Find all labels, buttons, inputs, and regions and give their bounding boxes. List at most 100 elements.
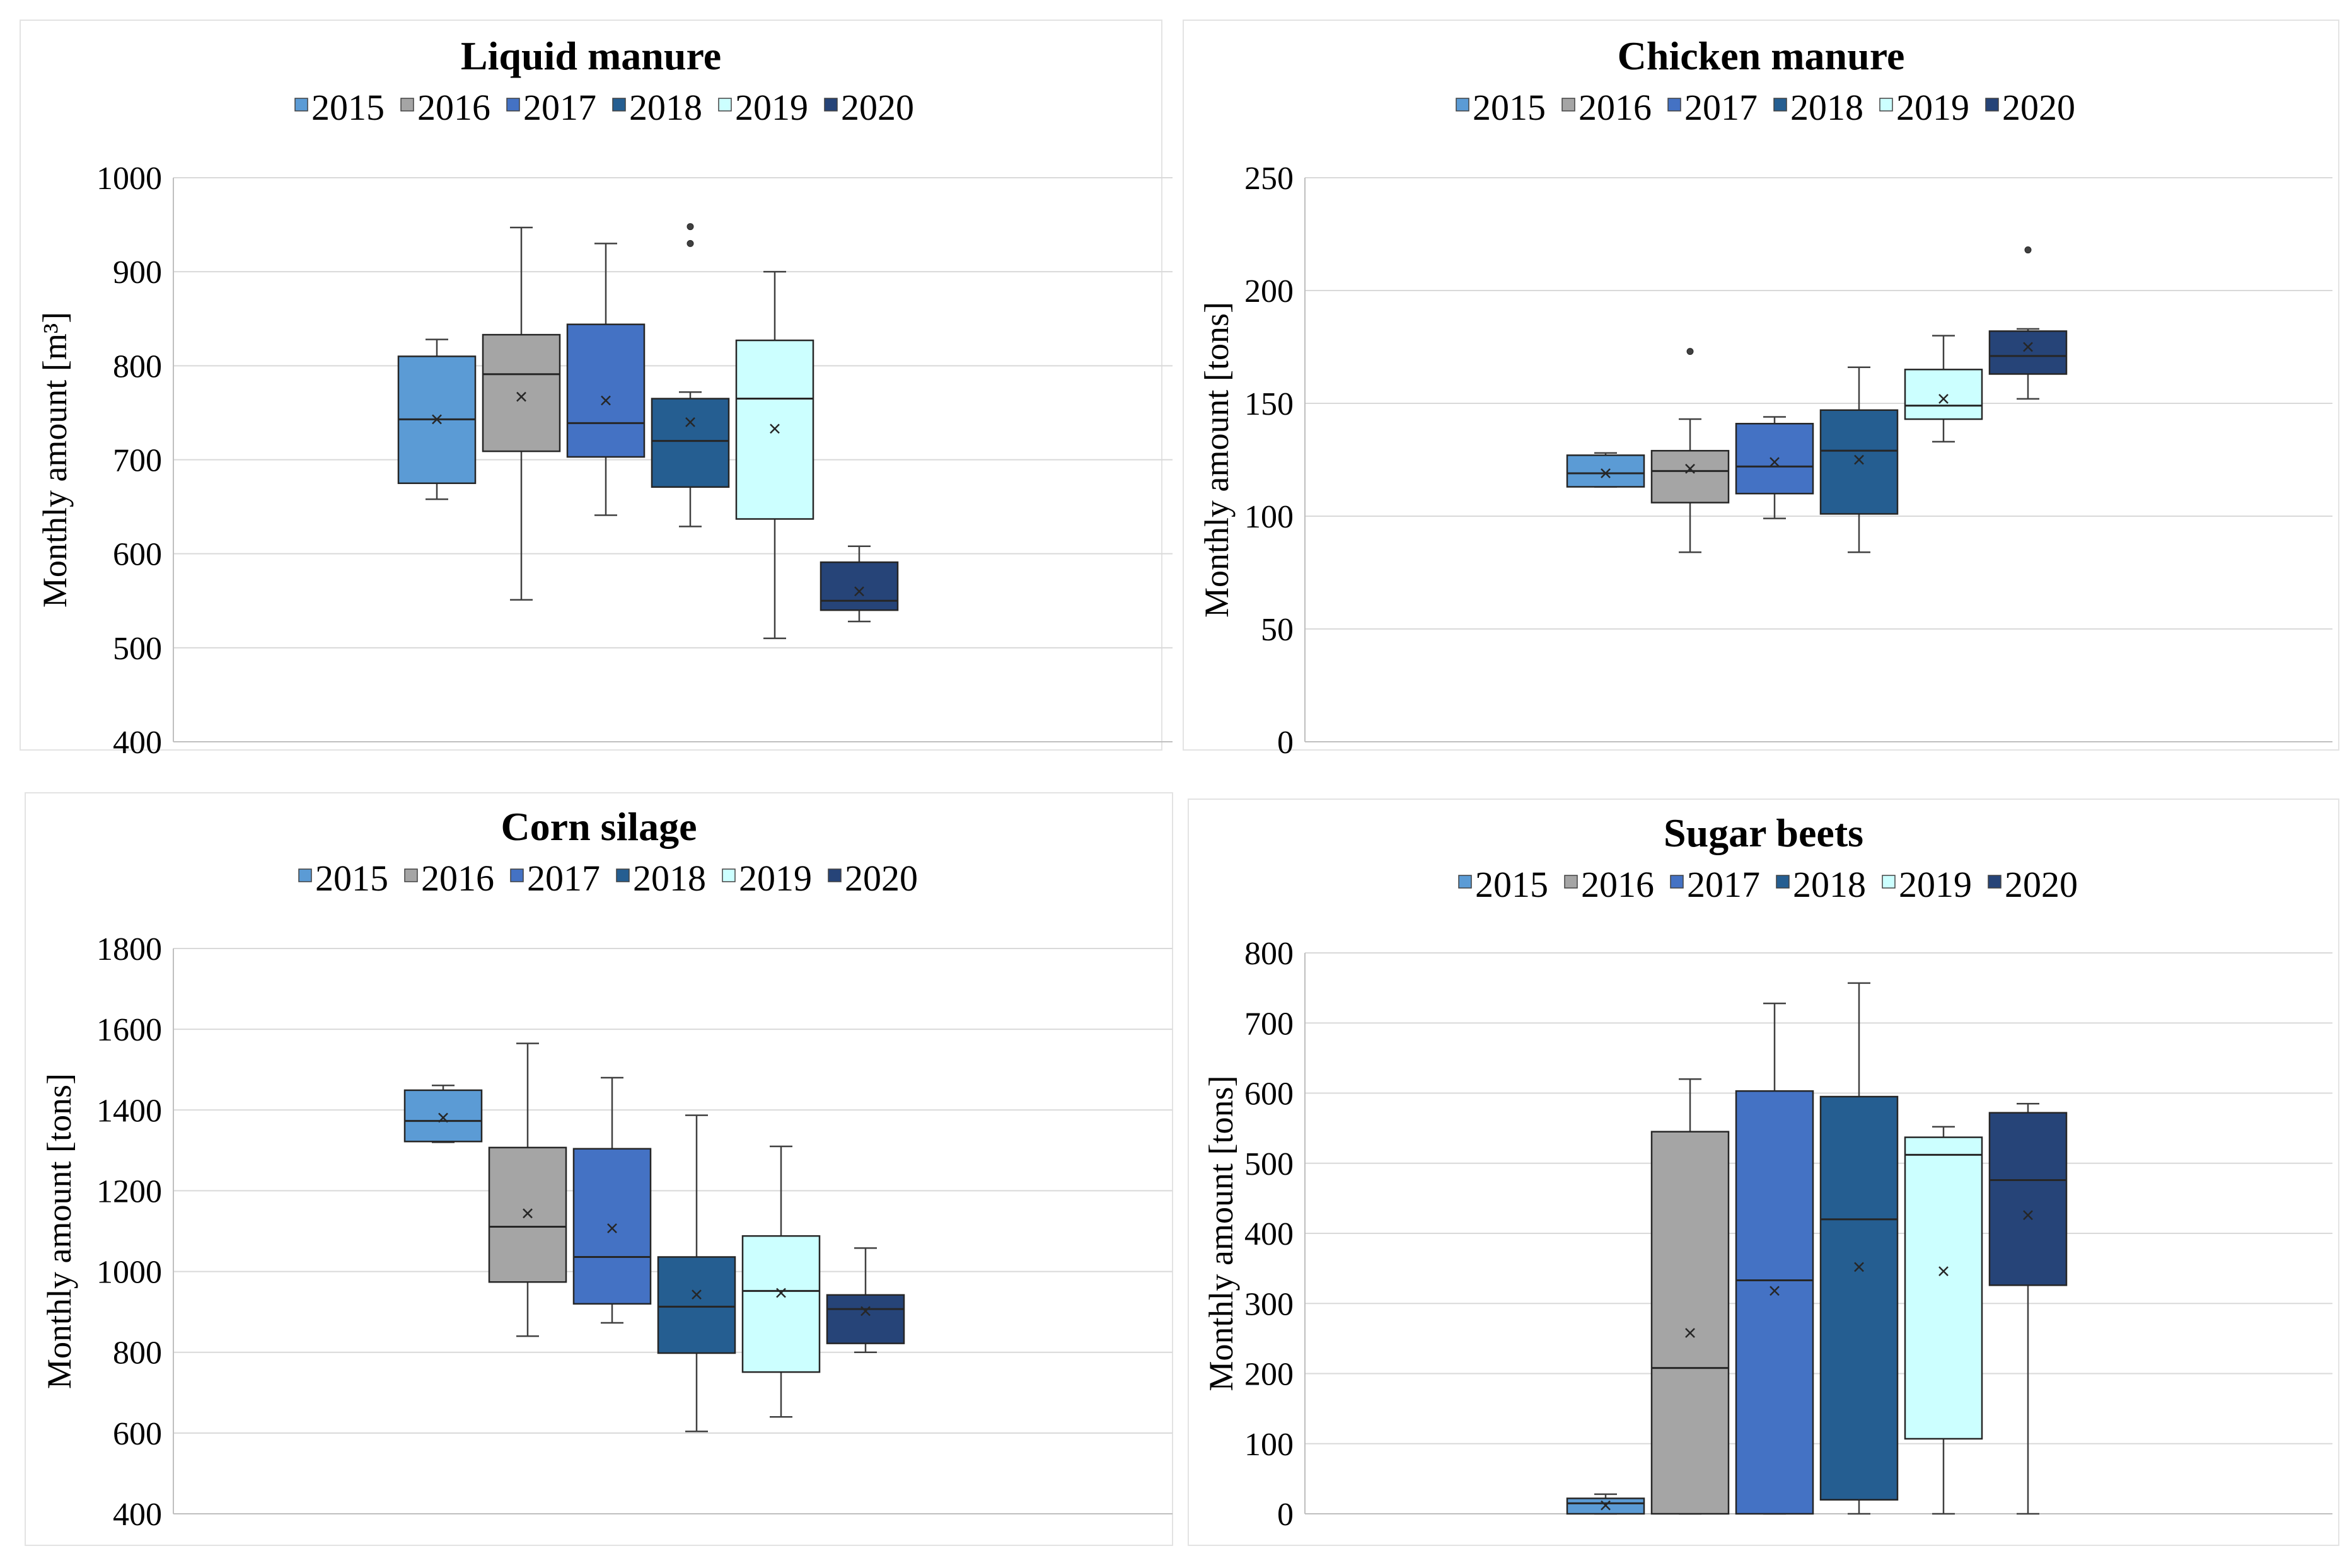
legend-swatch-2017 <box>1670 875 1684 889</box>
mean-marker <box>854 586 864 597</box>
mean-marker <box>432 414 442 425</box>
legend-swatch-2016 <box>1564 875 1578 889</box>
legend-swatch-2020 <box>1985 98 1999 112</box>
box-2020 <box>826 1247 905 1353</box>
legend-label-2018: 2018 <box>633 858 706 899</box>
legend: 2015 2016 2017 2018 2019 2020 <box>1456 87 2075 128</box>
y-tick-label: 200 <box>1244 274 1294 309</box>
y-tick-label: 1400 <box>96 1093 162 1129</box>
legend-label-2016: 2016 <box>1579 87 1652 128</box>
legend-swatch-2017 <box>510 868 524 882</box>
mean-marker <box>1854 1262 1864 1272</box>
legend-label-2017: 2017 <box>523 87 596 128</box>
mean-marker <box>1601 468 1611 478</box>
box-iqr <box>1904 1136 1983 1440</box>
mean-marker <box>776 1288 786 1298</box>
legend-label-2017: 2017 <box>1687 864 1760 905</box>
legend-swatch-2015 <box>1456 98 1469 112</box>
y-tick-label: 0 <box>1277 1497 1294 1533</box>
y-axis-label: Monthly amount [tons] <box>1202 1076 1240 1392</box>
chart-panel-4: 0 100 200 300 400 500 600 700 800 Sugar beets Mont… <box>1188 798 2339 1546</box>
legend-label-2016: 2016 <box>417 87 490 128</box>
y-axis-label: Monthly amount [tons] <box>1198 302 1236 618</box>
legend-swatch-2017 <box>506 98 520 112</box>
y-tick-label: 600 <box>113 1416 162 1452</box>
outlier-point <box>686 223 694 231</box>
legend-swatch-2019 <box>722 868 736 882</box>
legend-label-2018: 2018 <box>1790 87 1863 128</box>
y-tick-label: 800 <box>113 1335 162 1371</box>
box-iqr <box>1735 1090 1814 1515</box>
legend-swatch-2018 <box>612 98 626 112</box>
chart-panel-1: 400 500 600 700 800 900 1000 Liquid manure Month… <box>20 20 1173 761</box>
y-tick-label: 1800 <box>96 931 162 967</box>
mean-marker <box>523 1208 533 1219</box>
outlier-point <box>2024 246 2032 254</box>
box-2020 <box>820 545 899 623</box>
box-iqr <box>572 1148 652 1305</box>
box-iqr <box>651 398 730 488</box>
mean-marker <box>685 417 695 427</box>
box-2015 <box>397 338 477 500</box>
legend-label-2019: 2019 <box>735 87 808 128</box>
y-tick-label: 400 <box>113 725 162 761</box>
legend-label-2015: 2015 <box>315 858 388 899</box>
y-tick-label: 700 <box>113 443 162 479</box>
box-iqr <box>1819 409 1899 515</box>
box-iqr <box>1819 1095 1899 1501</box>
box-iqr <box>741 1235 821 1373</box>
legend-label-2015: 2015 <box>1475 864 1548 905</box>
box-2015 <box>1566 1493 1645 1515</box>
mean-marker <box>2023 342 2033 352</box>
box-iqr <box>1988 330 2068 375</box>
mean-marker <box>1938 1266 1949 1276</box>
legend-label-2017: 2017 <box>1684 87 1758 128</box>
legend: 2015 2016 2017 2018 2019 2020 <box>1458 864 2078 905</box>
chart-title: Chicken manure <box>1618 33 1905 78</box>
legend-label-2018: 2018 <box>1793 864 1866 905</box>
box-iqr <box>1904 369 1983 420</box>
mean-marker <box>438 1112 448 1123</box>
legend-label-2020: 2020 <box>845 858 918 899</box>
chart-title: Corn silage <box>501 804 697 849</box>
legend-label-2017: 2017 <box>527 858 600 899</box>
legend-swatch-2017 <box>1667 98 1681 112</box>
box-iqr <box>1650 1131 1730 1515</box>
mean-marker <box>770 424 780 434</box>
legend-swatch-2018 <box>1776 875 1790 889</box>
legend-swatch-2016 <box>1561 98 1575 112</box>
legend-label-2019: 2019 <box>1899 864 1972 905</box>
legend-swatch-2019 <box>1882 875 1896 889</box>
legend-label-2019: 2019 <box>1896 87 1969 128</box>
legend-swatch-2020 <box>828 868 842 882</box>
box-2018 <box>657 1114 736 1433</box>
mean-marker <box>516 391 526 402</box>
y-tick-label: 1000 <box>96 161 162 197</box>
box-2018 <box>651 223 730 527</box>
legend-swatch-2015 <box>294 98 308 112</box>
y-tick-label: 0 <box>1277 725 1294 761</box>
y-tick-label: 900 <box>113 255 162 291</box>
box-iqr <box>488 1146 567 1283</box>
legend-label-2016: 2016 <box>421 858 494 899</box>
y-tick-label: 400 <box>113 1497 162 1533</box>
mean-marker <box>692 1289 702 1300</box>
legend-swatch-2019 <box>1879 98 1893 112</box>
y-tick-label: 100 <box>1244 1427 1294 1463</box>
box-iqr <box>482 333 561 453</box>
box-iqr <box>566 323 646 458</box>
chart-panel-3: 400 600 800 1000 1200 1400 1600 1800 Corn silage… <box>25 792 1173 1546</box>
y-tick-label: 800 <box>1244 936 1294 972</box>
outlier-point <box>1686 348 1694 355</box>
y-tick-label: 600 <box>1244 1076 1294 1112</box>
legend-swatch-2020 <box>1988 875 2002 889</box>
box-2015 <box>403 1084 483 1143</box>
mean-marker <box>1938 393 1949 404</box>
chart-panel-2: 0 50 100 150 200 250 Chicken manure Monthly amo… <box>1183 20 2339 761</box>
box-2016 <box>1650 348 1730 553</box>
box-2018 <box>1819 982 1899 1515</box>
y-tick-label: 1000 <box>96 1255 162 1291</box>
y-axis-label: Monthly amount [m³] <box>36 312 74 608</box>
box-2017 <box>1735 1002 1814 1515</box>
box-iqr <box>820 561 899 611</box>
